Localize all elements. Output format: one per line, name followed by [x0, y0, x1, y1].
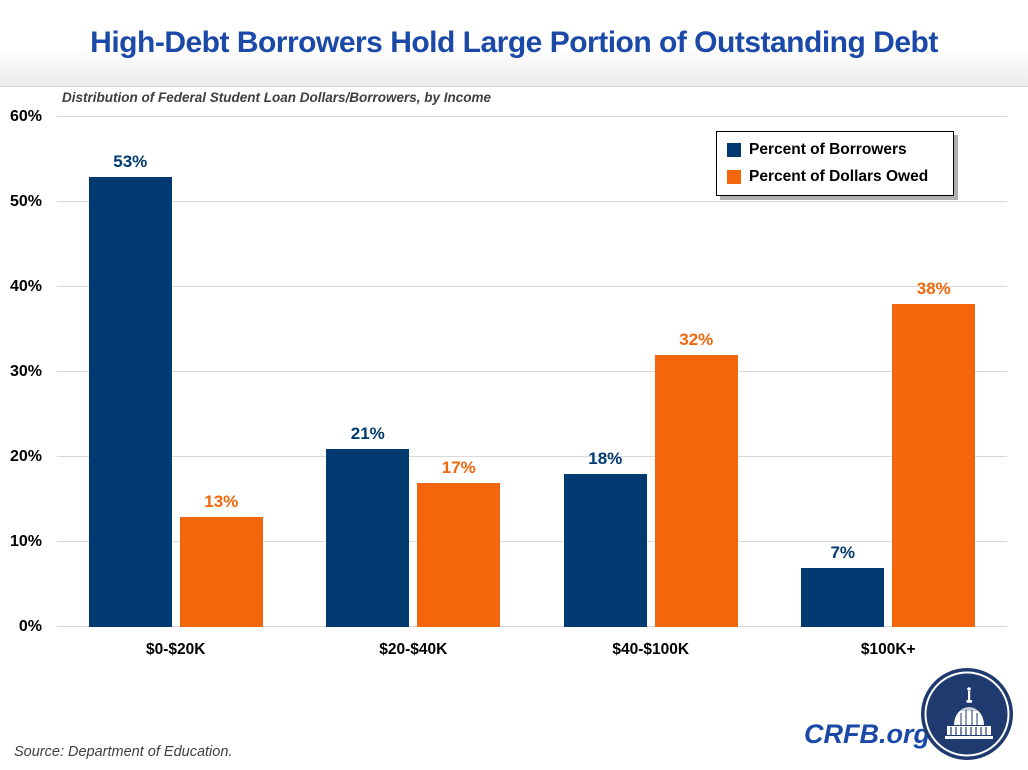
bar-value-label: 13%	[204, 491, 239, 511]
bar-borrowers-40-100k: 18%	[563, 449, 647, 627]
y-tick-label: 20%	[9, 448, 42, 465]
bar-dollars-20-40k: 17%	[417, 458, 501, 627]
bar-value-label: 38%	[916, 279, 951, 298]
y-tick-label: 0%	[18, 618, 42, 635]
legend-item-dollars: Percent of Dollars Owed	[727, 168, 943, 186]
y-axis: 0% 10% 20% 30% 40% 50% 60%	[0, 108, 48, 635]
crfb-wordmark: CRFB.org	[804, 719, 930, 749]
bar-group-0-20k: 53% 13%	[88, 117, 263, 627]
gridline	[57, 626, 1007, 627]
gridline	[57, 286, 1007, 287]
bar-group-40-100k: 18% 32%	[563, 117, 738, 627]
gridline	[57, 456, 1007, 457]
bar-group-20-40k: 21% 17%	[326, 117, 501, 627]
bar-dollars-100k-plus: 38%	[892, 279, 976, 627]
legend-label: Percent of Dollars Owed	[749, 168, 929, 185]
capitol-logo-icon	[920, 667, 1014, 761]
header-band: High-Debt Borrowers Hold Large Portion o…	[0, 0, 1028, 87]
bar-value-label: 21%	[350, 423, 385, 443]
gridline	[57, 541, 1007, 542]
bar-dollars-0-20k: 13%	[179, 492, 263, 627]
y-tick-label: 10%	[9, 533, 42, 550]
x-tick-label: $0-$20K	[146, 641, 206, 658]
chart-subtitle: Distribution of Federal Student Loan Dol…	[62, 90, 492, 105]
y-tick-label: 30%	[9, 363, 42, 380]
legend-box: Percent of Borrowers Percent of Dollars …	[716, 131, 954, 196]
bar-borrowers-0-20k: 53%	[88, 152, 172, 627]
bar-value-label: 18%	[588, 449, 623, 468]
x-tick-label: $100K+	[860, 641, 916, 658]
x-tick-label: $40-$100K	[612, 641, 690, 658]
bar-value-label: 17%	[441, 457, 476, 477]
y-tick-label: 50%	[9, 193, 42, 210]
bar-borrowers-20-40k: 21%	[326, 424, 410, 627]
bar-value-label: 32%	[679, 330, 714, 349]
gridline	[57, 201, 1007, 202]
legend-swatch-navy-icon	[727, 143, 741, 157]
legend-item-borrowers: Percent of Borrowers	[727, 141, 943, 159]
bar-value-label: 7%	[830, 542, 856, 562]
legend-label: Percent of Borrowers	[749, 141, 907, 158]
y-tick-label: 60%	[9, 108, 42, 125]
plot-area: 53% 13% 21% 17% 18% 32%	[57, 116, 1007, 627]
chart-title: High-Debt Borrowers Hold Large Portion o…	[90, 26, 938, 59]
x-axis: $0-$20K $20-$40K $40-$100K $100K+	[57, 641, 1007, 659]
x-tick-label: $20-$40K	[379, 641, 448, 658]
bar-value-label: 53%	[113, 151, 148, 171]
bar-groups: 53% 13% 21% 17% 18% 32%	[57, 117, 1007, 627]
bar-borrowers-100k-plus: 7%	[801, 543, 885, 627]
bar-group-100k-plus: 7% 38%	[801, 117, 976, 627]
gridline	[57, 371, 1007, 372]
bar-dollars-40-100k: 32%	[654, 330, 738, 627]
y-tick-label: 40%	[9, 278, 42, 295]
legend-swatch-orange-icon	[727, 170, 741, 184]
source-note: Source: Department of Education.	[14, 744, 233, 760]
gridline	[57, 116, 1007, 117]
